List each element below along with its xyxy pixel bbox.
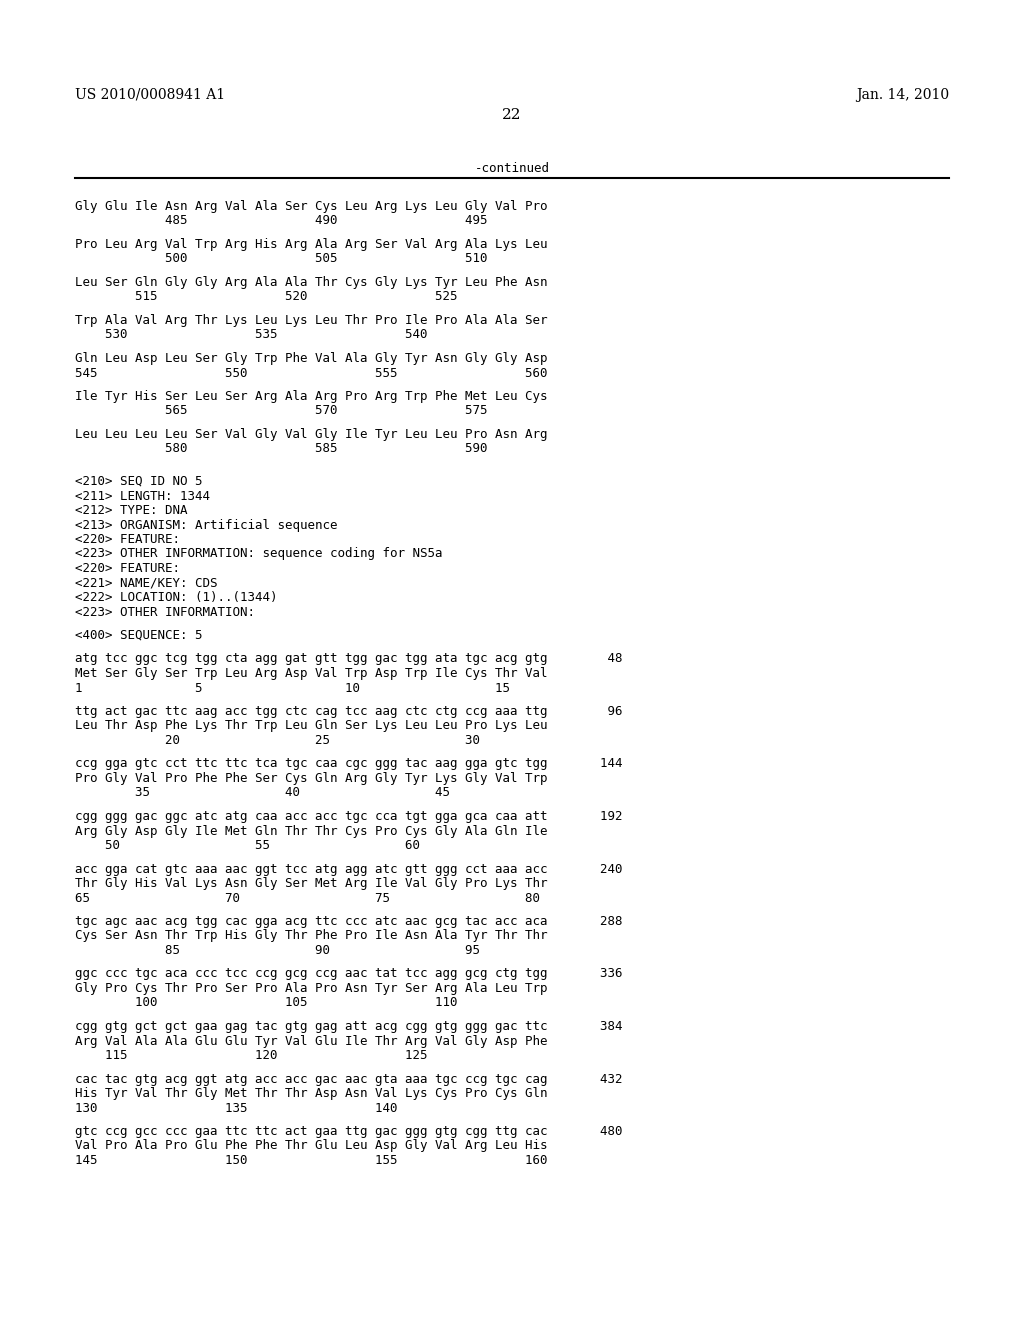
- Text: 50                  55                  60: 50 55 60: [75, 840, 420, 851]
- Text: 565                 570                 575: 565 570 575: [75, 404, 487, 417]
- Text: Cys Ser Asn Thr Trp His Gly Thr Phe Pro Ile Asn Ala Tyr Thr Thr: Cys Ser Asn Thr Trp His Gly Thr Phe Pro …: [75, 929, 548, 942]
- Text: <220> FEATURE:: <220> FEATURE:: [75, 533, 180, 546]
- Text: 115                 120                 125: 115 120 125: [75, 1049, 427, 1063]
- Text: His Tyr Val Thr Gly Met Thr Thr Asp Asn Val Lys Cys Pro Cys Gln: His Tyr Val Thr Gly Met Thr Thr Asp Asn …: [75, 1086, 548, 1100]
- Text: Val Pro Ala Pro Glu Phe Phe Thr Glu Leu Asp Gly Val Arg Leu His: Val Pro Ala Pro Glu Phe Phe Thr Glu Leu …: [75, 1139, 548, 1152]
- Text: 20                  25                  30: 20 25 30: [75, 734, 480, 747]
- Text: ccg gga gtc cct ttc ttc tca tgc caa cgc ggg tac aag gga gtc tgg       144: ccg gga gtc cct ttc ttc tca tgc caa cgc …: [75, 758, 623, 771]
- Text: 85                  90                  95: 85 90 95: [75, 944, 480, 957]
- Text: Met Ser Gly Ser Trp Leu Arg Asp Val Trp Asp Trp Ile Cys Thr Val: Met Ser Gly Ser Trp Leu Arg Asp Val Trp …: [75, 667, 548, 680]
- Text: cgg gtg gct gct gaa gag tac gtg gag att acg cgg gtg ggg gac ttc       384: cgg gtg gct gct gaa gag tac gtg gag att …: [75, 1020, 623, 1034]
- Text: Pro Gly Val Pro Phe Phe Ser Cys Gln Arg Gly Tyr Lys Gly Val Trp: Pro Gly Val Pro Phe Phe Ser Cys Gln Arg …: [75, 772, 548, 785]
- Text: 580                 585                 590: 580 585 590: [75, 442, 487, 455]
- Text: ggc ccc tgc aca ccc tcc ccg gcg ccg aac tat tcc agg gcg ctg tgg       336: ggc ccc tgc aca ccc tcc ccg gcg ccg aac …: [75, 968, 623, 981]
- Text: gtc ccg gcc ccc gaa ttc ttc act gaa ttg gac ggg gtg cgg ttg cac       480: gtc ccg gcc ccc gaa ttc ttc act gaa ttg …: [75, 1125, 623, 1138]
- Text: Thr Gly His Val Lys Asn Gly Ser Met Arg Ile Val Gly Pro Lys Thr: Thr Gly His Val Lys Asn Gly Ser Met Arg …: [75, 876, 548, 890]
- Text: acc gga cat gtc aaa aac ggt tcc atg agg atc gtt ggg cct aaa acc       240: acc gga cat gtc aaa aac ggt tcc atg agg …: [75, 862, 623, 875]
- Text: Gln Leu Asp Leu Ser Gly Trp Phe Val Ala Gly Tyr Asn Gly Gly Asp: Gln Leu Asp Leu Ser Gly Trp Phe Val Ala …: [75, 352, 548, 366]
- Text: tgc agc aac acg tgg cac gga acg ttc ccc atc aac gcg tac acc aca       288: tgc agc aac acg tgg cac gga acg ttc ccc …: [75, 915, 623, 928]
- Text: 545                 550                 555                 560: 545 550 555 560: [75, 367, 548, 380]
- Text: Trp Ala Val Arg Thr Lys Leu Lys Leu Thr Pro Ile Pro Ala Ala Ser: Trp Ala Val Arg Thr Lys Leu Lys Leu Thr …: [75, 314, 548, 327]
- Text: <220> FEATURE:: <220> FEATURE:: [75, 562, 180, 576]
- Text: <210> SEQ ID NO 5: <210> SEQ ID NO 5: [75, 475, 203, 488]
- Text: Arg Gly Asp Gly Ile Met Gln Thr Thr Cys Pro Cys Gly Ala Gln Ile: Arg Gly Asp Gly Ile Met Gln Thr Thr Cys …: [75, 825, 548, 837]
- Text: Leu Leu Leu Leu Ser Val Gly Val Gly Ile Tyr Leu Leu Pro Asn Arg: Leu Leu Leu Leu Ser Val Gly Val Gly Ile …: [75, 428, 548, 441]
- Text: Jan. 14, 2010: Jan. 14, 2010: [856, 88, 949, 102]
- Text: <212> TYPE: DNA: <212> TYPE: DNA: [75, 504, 187, 517]
- Text: cgg ggg gac ggc atc atg caa acc acc tgc cca tgt gga gca caa att       192: cgg ggg gac ggc atc atg caa acc acc tgc …: [75, 810, 623, 822]
- Text: atg tcc ggc tcg tgg cta agg gat gtt tgg gac tgg ata tgc acg gtg        48: atg tcc ggc tcg tgg cta agg gat gtt tgg …: [75, 652, 623, 665]
- Text: 65                  70                  75                  80: 65 70 75 80: [75, 891, 540, 904]
- Text: 530                 535                 540: 530 535 540: [75, 329, 427, 342]
- Text: 22: 22: [502, 108, 522, 121]
- Text: Leu Ser Gln Gly Gly Arg Ala Ala Thr Cys Gly Lys Tyr Leu Phe Asn: Leu Ser Gln Gly Gly Arg Ala Ala Thr Cys …: [75, 276, 548, 289]
- Text: Gly Pro Cys Thr Pro Ser Pro Ala Pro Asn Tyr Ser Arg Ala Leu Trp: Gly Pro Cys Thr Pro Ser Pro Ala Pro Asn …: [75, 982, 548, 995]
- Text: <213> ORGANISM: Artificial sequence: <213> ORGANISM: Artificial sequence: [75, 519, 338, 532]
- Text: cac tac gtg acg ggt atg acc acc gac aac gta aaa tgc ccg tgc cag       432: cac tac gtg acg ggt atg acc acc gac aac …: [75, 1072, 623, 1085]
- Text: <222> LOCATION: (1)..(1344): <222> LOCATION: (1)..(1344): [75, 591, 278, 605]
- Text: Arg Val Ala Ala Glu Glu Tyr Val Glu Ile Thr Arg Val Gly Asp Phe: Arg Val Ala Ala Glu Glu Tyr Val Glu Ile …: [75, 1035, 548, 1048]
- Text: 35                  40                  45: 35 40 45: [75, 787, 450, 800]
- Text: 1               5                   10                  15: 1 5 10 15: [75, 681, 510, 694]
- Text: <400> SEQUENCE: 5: <400> SEQUENCE: 5: [75, 630, 203, 642]
- Text: Ile Tyr His Ser Leu Ser Arg Ala Arg Pro Arg Trp Phe Met Leu Cys: Ile Tyr His Ser Leu Ser Arg Ala Arg Pro …: [75, 389, 548, 403]
- Text: -continued: -continued: [474, 162, 550, 176]
- Text: 145                 150                 155                 160: 145 150 155 160: [75, 1154, 548, 1167]
- Text: Gly Glu Ile Asn Arg Val Ala Ser Cys Leu Arg Lys Leu Gly Val Pro: Gly Glu Ile Asn Arg Val Ala Ser Cys Leu …: [75, 201, 548, 213]
- Text: US 2010/0008941 A1: US 2010/0008941 A1: [75, 88, 225, 102]
- Text: 100                 105                 110: 100 105 110: [75, 997, 458, 1010]
- Text: 485                 490                 495: 485 490 495: [75, 214, 487, 227]
- Text: 130                 135                 140: 130 135 140: [75, 1101, 397, 1114]
- Text: <211> LENGTH: 1344: <211> LENGTH: 1344: [75, 490, 210, 503]
- Text: <221> NAME/KEY: CDS: <221> NAME/KEY: CDS: [75, 577, 217, 590]
- Text: 500                 505                 510: 500 505 510: [75, 252, 487, 265]
- Text: ttg act gac ttc aag acc tgg ctc cag tcc aag ctc ctg ccg aaa ttg        96: ttg act gac ttc aag acc tgg ctc cag tcc …: [75, 705, 623, 718]
- Text: Leu Thr Asp Phe Lys Thr Trp Leu Gln Ser Lys Leu Leu Pro Lys Leu: Leu Thr Asp Phe Lys Thr Trp Leu Gln Ser …: [75, 719, 548, 733]
- Text: <223> OTHER INFORMATION:: <223> OTHER INFORMATION:: [75, 606, 255, 619]
- Text: 515                 520                 525: 515 520 525: [75, 290, 458, 304]
- Text: <223> OTHER INFORMATION: sequence coding for NS5a: <223> OTHER INFORMATION: sequence coding…: [75, 548, 442, 561]
- Text: Pro Leu Arg Val Trp Arg His Arg Ala Arg Ser Val Arg Ala Lys Leu: Pro Leu Arg Val Trp Arg His Arg Ala Arg …: [75, 238, 548, 251]
